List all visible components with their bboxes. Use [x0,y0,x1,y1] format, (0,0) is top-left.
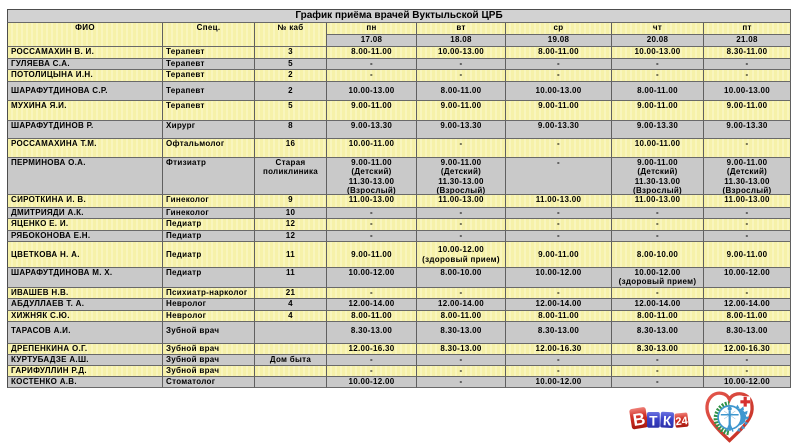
svg-text:Т: Т [649,413,658,428]
svg-text:В: В [632,409,647,430]
svg-text:24: 24 [675,415,689,428]
svg-text:К: К [663,413,673,428]
